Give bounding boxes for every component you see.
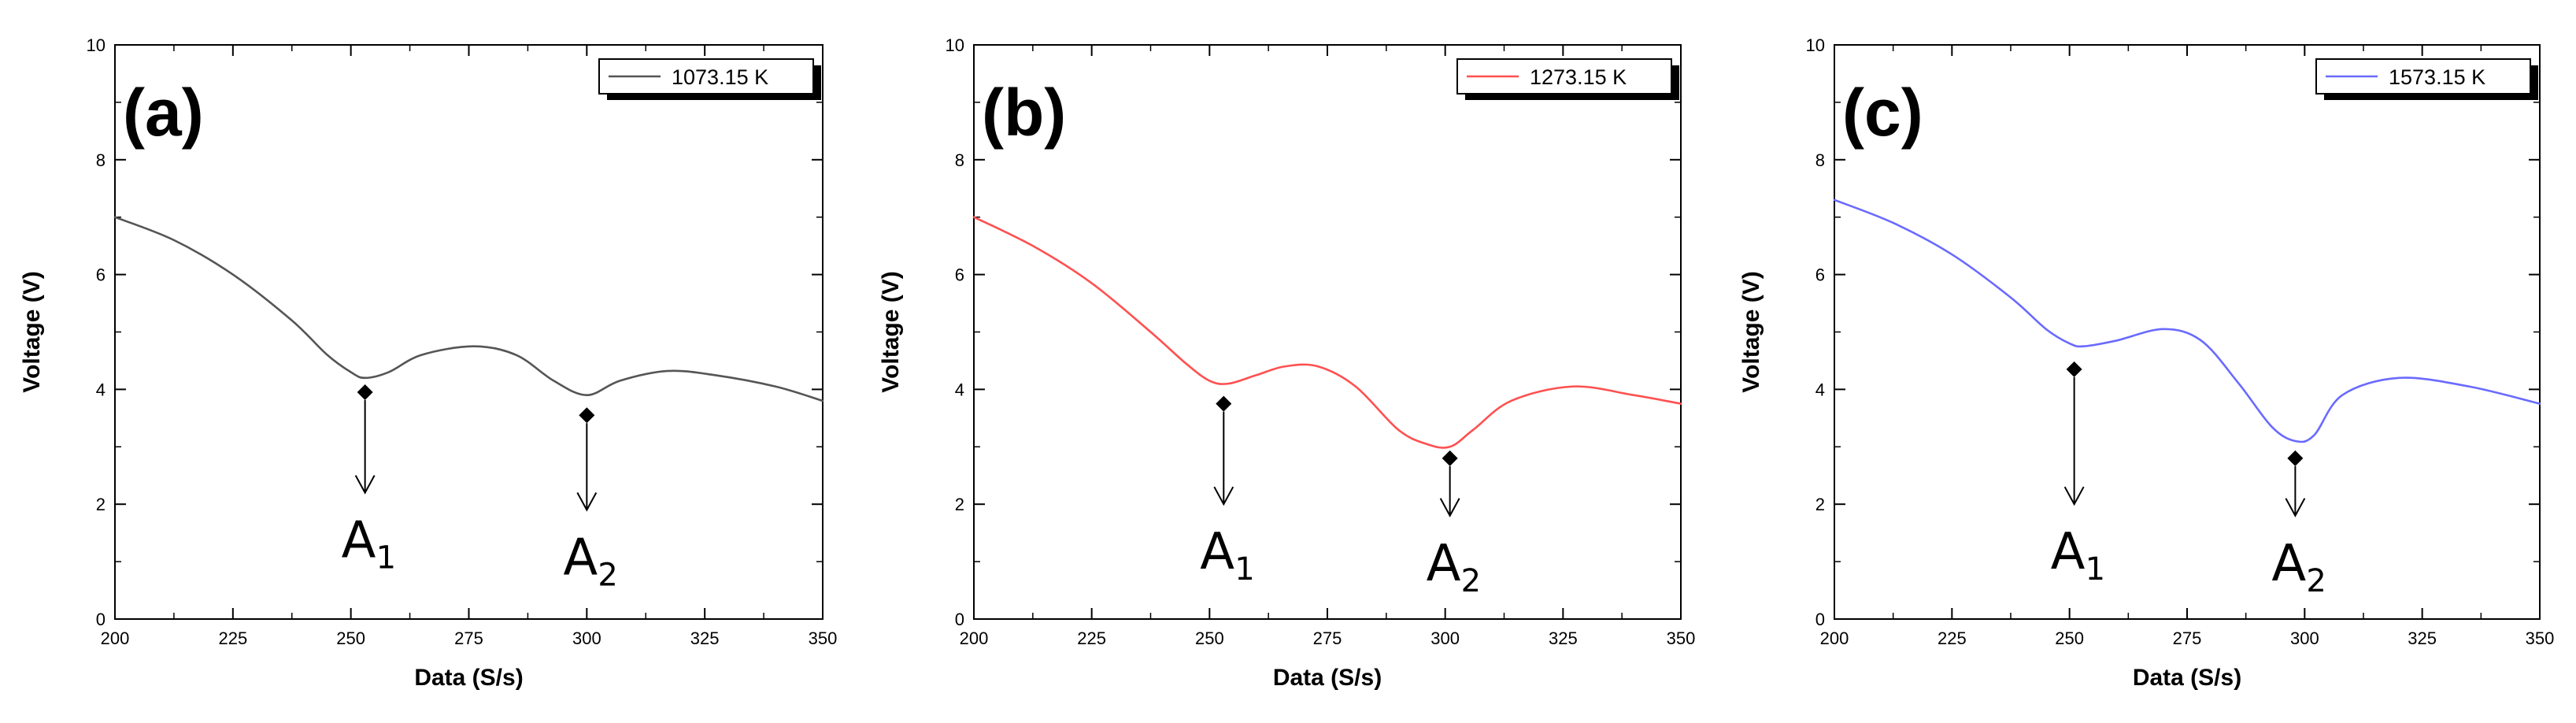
x-tick-label: 200 (101, 628, 130, 648)
y-tick-label: 8 (955, 150, 964, 170)
series-line (1833, 198, 2541, 443)
x-tick-label: 250 (336, 628, 365, 648)
x-tick-label: 225 (1077, 628, 1106, 648)
x-tick-label: 300 (1430, 628, 1460, 648)
y-tick-label: 8 (96, 150, 105, 170)
annotation-marker (1442, 450, 1458, 466)
annotation-marker (357, 384, 373, 401)
annotation-marker (579, 407, 595, 424)
annotation-marker (2066, 361, 2082, 377)
x-tick-label: 300 (572, 628, 601, 648)
x-tick-label: 350 (2526, 628, 2555, 648)
x-tick-label: 350 (1667, 628, 1696, 648)
y-tick-label: 2 (955, 495, 964, 514)
y-tick-label: 4 (955, 380, 964, 399)
x-tick-label: 325 (690, 628, 720, 648)
x-axis-title: Data (S/s) (2133, 665, 2241, 691)
x-tick-label: 250 (2055, 628, 2084, 648)
y-tick-label: 6 (955, 265, 964, 285)
annotation-arrowhead (1213, 486, 1234, 506)
y-tick-label: 10 (87, 35, 105, 55)
x-tick-label: 225 (218, 628, 247, 648)
y-tick-label: 6 (1815, 265, 1825, 285)
annotation-arrowhead (576, 492, 598, 512)
annotation-marker (2287, 450, 2304, 466)
x-tick-label: 325 (2408, 628, 2437, 648)
y-axis-title: Voltage (V) (878, 271, 904, 392)
y-axis-title: Voltage (V) (19, 271, 45, 392)
annotation-arrowhead (354, 475, 376, 495)
y-tick-label: 0 (96, 610, 105, 629)
annotation-subscript: 1 (376, 540, 396, 577)
x-axis-title: Data (S/s) (1273, 665, 1382, 691)
chart-panel-b: 200 225 250 275 300 325 350 0 2 4 6 8 10 Data (S/s) Vo… (878, 35, 1695, 691)
x-tick-label: 275 (2173, 628, 2202, 648)
plot-frame (114, 44, 824, 620)
annotation-label: A (563, 528, 598, 587)
series-line (972, 216, 1682, 449)
x-tick-label: 200 (960, 628, 989, 648)
annotation-arrowhead (1439, 498, 1460, 517)
annotation-label: A (2051, 523, 2086, 581)
annotation-arrowhead (2285, 498, 2306, 517)
y-tick-label: 0 (1815, 610, 1825, 629)
panel-label: (a) (123, 76, 204, 150)
annotation-label: A (1427, 535, 1461, 593)
series-line (113, 216, 824, 402)
x-tick-label: 275 (454, 628, 483, 648)
y-tick-label: 4 (96, 380, 105, 399)
x-tick-label: 325 (1549, 628, 1578, 648)
annotation-label: A (1200, 523, 1234, 581)
legend-label: 1073.15 K (672, 65, 768, 89)
y-tick-label: 10 (1806, 35, 1825, 55)
y-axis-title: Voltage (V) (1738, 271, 1764, 392)
plot-frame (973, 44, 1682, 620)
x-tick-label: 350 (809, 628, 838, 648)
annotation-marker (1216, 395, 1232, 412)
y-tick-label: 2 (96, 495, 105, 514)
panel-label: (c) (1842, 76, 1923, 150)
y-tick-label: 4 (1815, 380, 1825, 399)
x-tick-label: 200 (1820, 628, 1849, 648)
chart-panel-a: 200 225 250 275 300 325 350 0 2 4 6 8 10 Data (S/s) Vo… (19, 35, 837, 691)
x-tick-label: 225 (1938, 628, 1967, 648)
annotation-subscript: 1 (1234, 551, 1254, 588)
annotation-arrowhead (2063, 486, 2085, 506)
annotation-label: A (342, 512, 376, 570)
y-tick-label: 0 (955, 610, 964, 629)
x-axis-title: Data (S/s) (414, 665, 523, 691)
x-tick-label: 250 (1195, 628, 1224, 648)
y-tick-label: 8 (1815, 150, 1825, 170)
annotation-subscript: 2 (1461, 563, 1481, 599)
annotation-subscript: 2 (598, 557, 617, 593)
chart-panel-c: 200 225 250 275 300 325 350 0 2 4 6 8 10 Data (S/s) Vo… (1738, 35, 2554, 691)
y-tick-label: 6 (96, 265, 105, 285)
legend-label: 1573.15 K (2389, 65, 2485, 89)
y-tick-label: 10 (946, 35, 964, 55)
annotation-subscript: 2 (2306, 563, 2326, 599)
y-tick-label: 2 (1815, 495, 1825, 514)
annotation-subscript: 1 (2086, 551, 2105, 588)
legend-label: 1273.15 K (1530, 65, 1627, 89)
panel-label: (b) (982, 76, 1066, 150)
x-tick-label: 275 (1313, 628, 1342, 648)
annotation-label: A (2271, 535, 2306, 593)
x-tick-label: 300 (2290, 628, 2319, 648)
